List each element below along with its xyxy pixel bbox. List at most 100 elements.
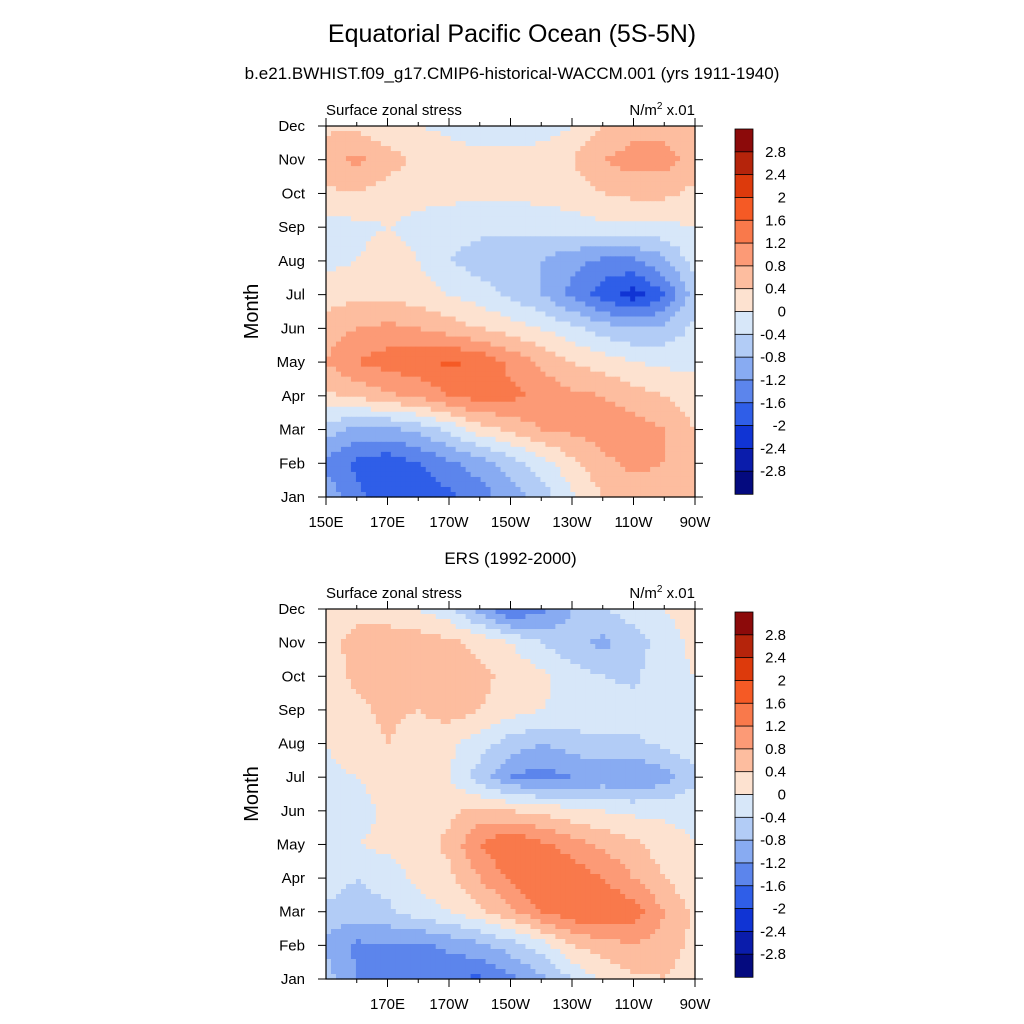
contour-cell [525,406,532,413]
contour-cell [400,356,407,363]
contour-cell [440,136,447,142]
contour-cell [500,371,507,378]
contour-cell [595,446,601,453]
contour-cell [355,351,362,358]
contour-cell [510,426,517,433]
contour-cell [600,346,606,353]
contour-cell [670,316,676,323]
contour-cell [475,246,482,252]
contour-cell [640,406,646,413]
contour-cell [530,161,537,167]
contour-cell [340,186,347,192]
contour-cell [415,451,422,458]
contour-cell [350,166,357,172]
contour-cell [600,201,606,207]
contour-cell [390,156,397,162]
contour-cell [560,316,566,323]
contour-cell [355,276,362,283]
contour-cell [500,416,507,423]
contour-cell [355,131,362,137]
contour-cell [440,256,447,262]
contour-cell [595,236,601,242]
contour-cell [690,141,696,147]
contour-cell [360,261,367,267]
contour-cell [680,251,686,257]
contour-cell [485,301,492,308]
contour-cell [560,251,566,257]
contour-cell [440,311,447,318]
contour-cell [590,226,596,232]
contour-cell [326,256,332,262]
contour-cell [425,456,432,463]
contour-cell [445,191,452,197]
contour-cell [620,176,626,182]
contour-cell [595,406,601,413]
contour-cell [610,341,616,348]
contour-cell [630,381,636,388]
contour-cell [390,416,397,423]
contour-cell [490,276,497,283]
contour-cell [465,256,472,262]
contour-cell [450,446,457,453]
contour-cell [675,321,681,328]
contour-cell [365,196,372,202]
contour-cell [510,301,517,308]
contour-cell [365,341,372,348]
contour-cell [555,426,561,433]
contour-cell [395,276,402,283]
contour-cell [410,271,417,277]
contour-cell [460,261,467,267]
contour-cell [440,196,447,202]
contour-cell [390,296,397,303]
contour-cell [395,191,402,197]
contour-cell [480,401,487,408]
contour-cell [370,451,377,458]
contour-cell [595,291,601,298]
contour-cell [505,171,512,177]
contour-cell [525,421,532,428]
contour-cell [570,226,576,232]
contour-cell [370,151,377,157]
contour-cell [650,176,656,182]
contour-cell [685,226,691,232]
contour-cell [530,416,537,423]
contour-cell [625,266,631,272]
contour-cell [560,336,566,343]
contour-cell [555,306,561,313]
contour-cell [580,231,586,237]
contour-cell [465,321,472,328]
contour-cell [690,331,696,338]
contour-cell [405,306,412,313]
contour-cell [490,186,497,192]
contour-cell [445,356,452,363]
contour-cell [575,381,581,388]
contour-cell [560,286,566,293]
contour-cell [425,451,432,458]
contour-cell [520,266,527,272]
contour-cell [590,381,596,388]
contour-cell [555,386,561,393]
contour-cell [575,236,581,242]
contour-cell [425,361,432,368]
contour-cell [335,196,342,202]
contour-cell [610,166,616,172]
contour-cell [620,391,626,398]
contour-cell [390,251,397,257]
contour-cell [490,136,497,142]
contour-cell [400,341,407,348]
contour-cell [460,211,467,217]
contour-cell [380,211,387,217]
contour-cell [500,186,507,192]
contour-cell [540,441,547,448]
contour-cell [585,271,591,277]
contour-cell [340,456,347,463]
contour-cell [615,126,621,132]
contour-cell [350,241,357,247]
contour-cell [330,256,337,262]
contour-cell [685,376,691,383]
contour-cell [425,241,432,247]
contour-cell [345,291,352,298]
contour-cell [385,326,392,333]
contour-cell [495,186,502,192]
contour-cell [565,386,571,393]
